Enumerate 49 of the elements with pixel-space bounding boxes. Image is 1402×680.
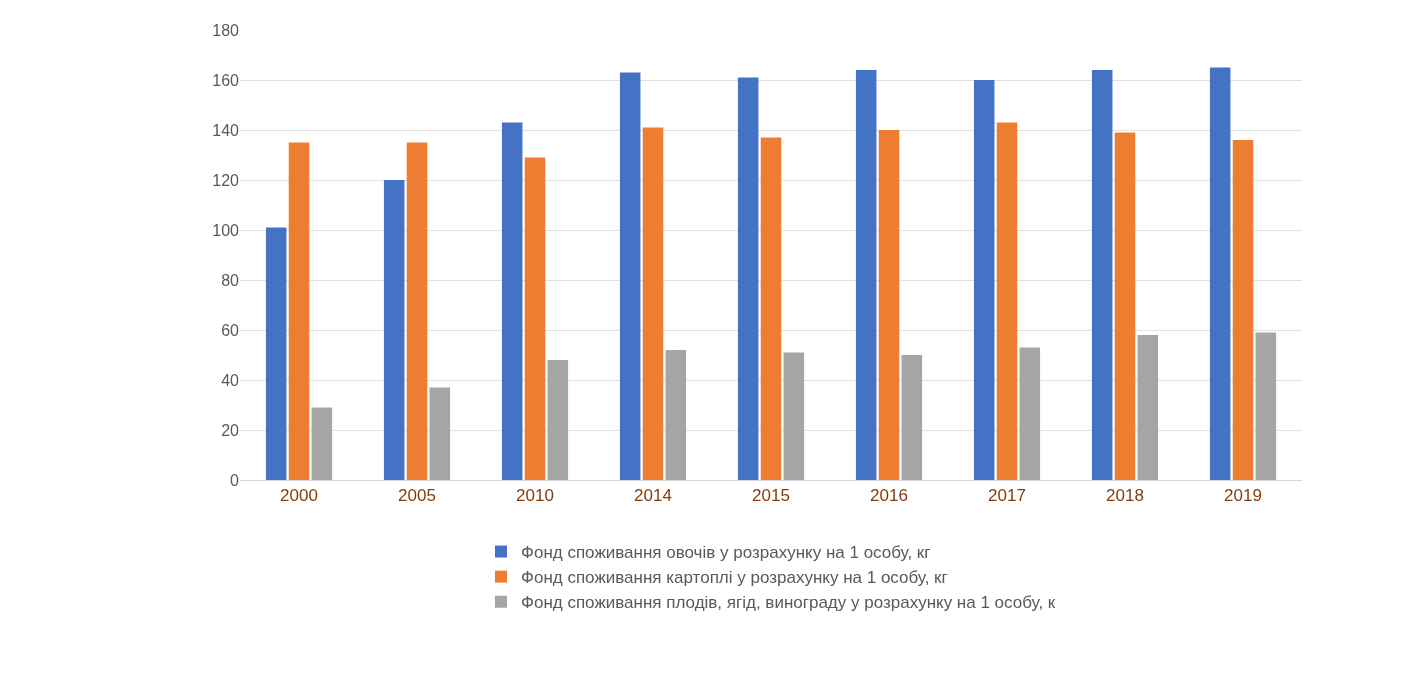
y-tick-label: 180 (212, 21, 240, 39)
x-tick-label: 2019 (1224, 486, 1262, 506)
bar (760, 137, 782, 480)
legend-label: Фонд споживання картоплі у розрахунку на 1 особу, кг (521, 568, 948, 588)
bar (619, 72, 641, 480)
x-tick-label: 2014 (634, 486, 672, 506)
y-tick-label: 140 (212, 121, 240, 139)
bar (878, 130, 900, 480)
bar (1209, 67, 1231, 480)
y-tick-label: 40 (221, 371, 240, 389)
y-tick-label: 160 (212, 71, 240, 89)
x-tick-label: 2000 (280, 486, 318, 506)
y-tick-label: 0 (230, 471, 240, 489)
bar (1114, 132, 1136, 480)
x-tick-label: 2017 (988, 486, 1026, 506)
bar (547, 360, 569, 480)
bar (311, 407, 333, 480)
legend-label: Фонд споживання плодів, ягід, винограду у розрахунку на 1 особу, к (521, 593, 1056, 613)
bar (1137, 335, 1159, 480)
bar (383, 180, 405, 480)
x-tick-label: 2005 (398, 486, 436, 506)
bar (288, 142, 310, 480)
x-tick-label: 2018 (1106, 486, 1144, 506)
bar (855, 70, 877, 480)
bar (1232, 140, 1254, 480)
y-tick-label: 80 (221, 271, 240, 289)
x-tick-label: 2010 (516, 486, 554, 506)
legend-label: Фонд споживання овочів у розрахунку на 1 особу, кг (521, 543, 931, 563)
y-tick-label: 120 (212, 171, 240, 189)
bar (901, 355, 923, 480)
y-tick-label: 20 (221, 421, 240, 439)
bar (996, 122, 1018, 480)
bar (501, 122, 523, 480)
bar (429, 387, 451, 480)
bar (783, 352, 805, 480)
bar (406, 142, 428, 480)
bar (973, 80, 995, 480)
bar (642, 127, 664, 480)
bar (665, 350, 687, 480)
bar (1091, 70, 1113, 480)
y-tick-label: 100 (212, 221, 240, 239)
bar (1255, 332, 1277, 480)
x-tick-label: 2015 (752, 486, 790, 506)
bar (524, 157, 546, 480)
y-tick-label: 60 (221, 321, 240, 339)
bar (1019, 347, 1041, 480)
bar (265, 227, 287, 480)
x-tick-label: 2016 (870, 486, 908, 506)
bar (737, 77, 759, 480)
